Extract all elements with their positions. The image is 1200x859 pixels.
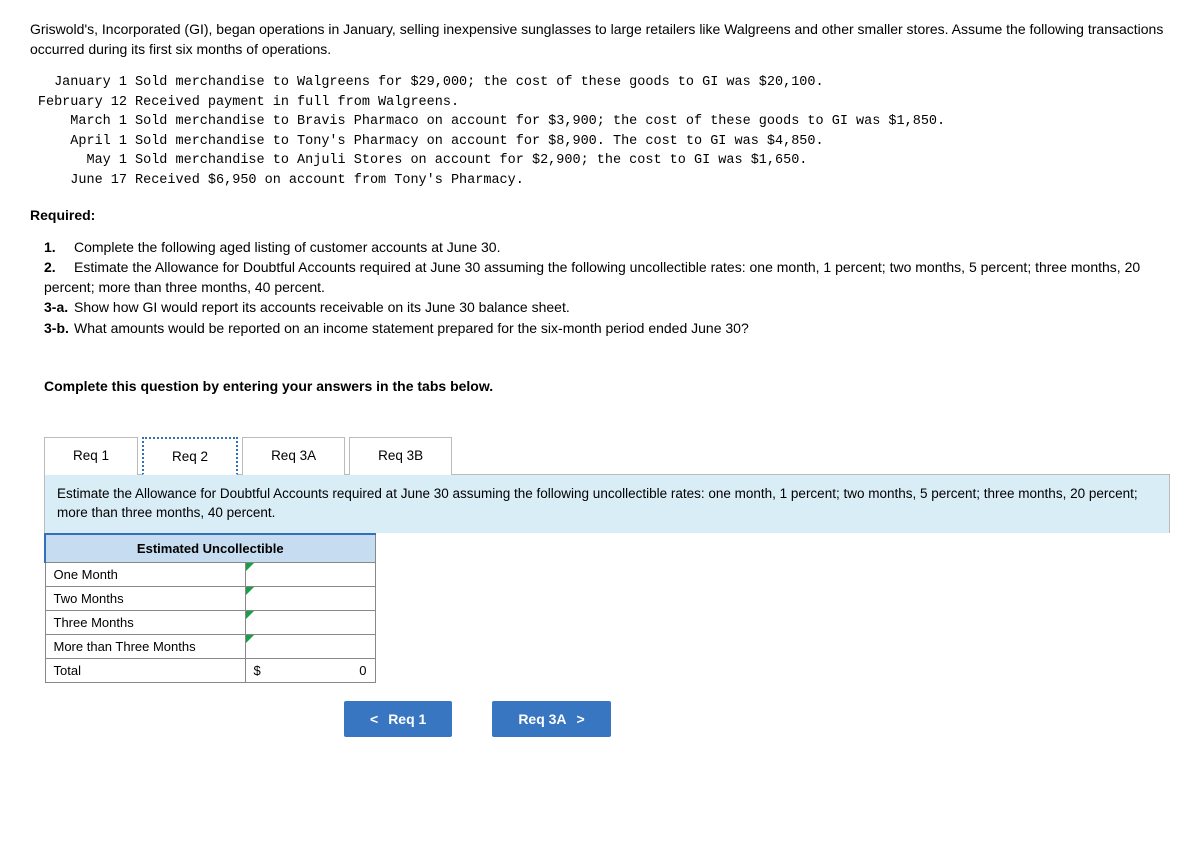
transaction-date: June 17 xyxy=(30,171,135,191)
prev-tab-button[interactable]: < Req 1 xyxy=(344,701,452,737)
tab-req-3b[interactable]: Req 3B xyxy=(349,437,452,475)
amount-input-cell[interactable] xyxy=(245,562,375,586)
transaction-row: March 1Sold merchandise to Bravis Pharma… xyxy=(30,112,1170,132)
edit-flag-icon xyxy=(246,563,254,571)
requirement-text: Estimate the Allowance for Doubtful Acco… xyxy=(44,259,1140,295)
tabs-instruction: Complete this question by entering your … xyxy=(30,378,1170,412)
tab-description: Estimate the Allowance for Doubtful Acco… xyxy=(44,475,1170,533)
amount-input-cell[interactable] xyxy=(245,586,375,610)
transaction-date: May 1 xyxy=(30,151,135,171)
transaction-date: January 1 xyxy=(30,73,135,93)
requirement-number: 3-b. xyxy=(44,318,74,338)
transaction-text: Received $6,950 on account from Tony's P… xyxy=(135,171,1170,191)
transaction-date: March 1 xyxy=(30,112,135,132)
requirement-text: Show how GI would report its accounts re… xyxy=(74,299,570,315)
transaction-date: April 1 xyxy=(30,132,135,152)
amount-input-cell[interactable] xyxy=(245,610,375,634)
chevron-left-icon: < xyxy=(370,711,378,727)
transaction-row: January 1Sold merchandise to Walgreens f… xyxy=(30,73,1170,93)
edit-flag-icon xyxy=(246,587,254,595)
requirement-item: 1.Complete the following aged listing of… xyxy=(44,237,1170,257)
next-tab-label: Req 3A xyxy=(518,711,566,727)
requirement-number: 1. xyxy=(44,237,74,257)
total-label: Total xyxy=(45,658,245,682)
requirement-text: What amounts would be reported on an inc… xyxy=(74,320,749,336)
tab-req-3a[interactable]: Req 3A xyxy=(242,437,345,475)
requirement-item: 3-a.Show how GI would report its account… xyxy=(44,297,1170,317)
row-label: Three Months xyxy=(45,610,245,634)
total-value-cell: $0 xyxy=(245,658,375,682)
transaction-text: Received payment in full from Walgreens. xyxy=(135,93,1170,113)
requirement-item: 3-b.What amounts would be reported on an… xyxy=(44,318,1170,338)
transaction-row: February 12Received payment in full from… xyxy=(30,93,1170,113)
transactions-block: January 1Sold merchandise to Walgreens f… xyxy=(30,73,1170,190)
transaction-date: February 12 xyxy=(30,93,135,113)
table-header: Estimated Uncollectible xyxy=(45,534,375,563)
requirements-list: 1.Complete the following aged listing of… xyxy=(30,237,1170,338)
row-label: Two Months xyxy=(45,586,245,610)
required-heading: Required: xyxy=(30,207,1170,223)
tab-nav-buttons: < Req 1 Req 3A > xyxy=(344,701,1170,737)
transaction-row: June 17Received $6,950 on account from T… xyxy=(30,171,1170,191)
currency-symbol: $ xyxy=(254,663,261,678)
table-row: Two Months xyxy=(45,586,375,610)
table-row: Three Months xyxy=(45,610,375,634)
total-row: Total$0 xyxy=(45,658,375,682)
transaction-text: Sold merchandise to Walgreens for $29,00… xyxy=(135,73,1170,93)
next-tab-button[interactable]: Req 3A > xyxy=(492,701,610,737)
edit-flag-icon xyxy=(246,635,254,643)
transaction-text: Sold merchandise to Tony's Pharmacy on a… xyxy=(135,132,1170,152)
amount-input-cell[interactable] xyxy=(245,634,375,658)
transaction-text: Sold merchandise to Anjuli Stores on acc… xyxy=(135,151,1170,171)
chevron-right-icon: > xyxy=(577,711,585,727)
transaction-row: May 1Sold merchandise to Anjuli Stores o… xyxy=(30,151,1170,171)
total-amount: 0 xyxy=(359,663,366,678)
tabs-bar: Req 1Req 2Req 3AReq 3B xyxy=(44,436,1170,475)
estimated-uncollectible-table: Estimated Uncollectible One MonthTwo Mon… xyxy=(44,533,376,683)
requirement-number: 2. xyxy=(44,257,74,277)
table-row: One Month xyxy=(45,562,375,586)
transaction-text: Sold merchandise to Bravis Pharmaco on a… xyxy=(135,112,1170,132)
transaction-row: April 1Sold merchandise to Tony's Pharma… xyxy=(30,132,1170,152)
edit-flag-icon xyxy=(246,611,254,619)
table-row: More than Three Months xyxy=(45,634,375,658)
tab-req-2[interactable]: Req 2 xyxy=(142,437,238,475)
prev-tab-label: Req 1 xyxy=(388,711,426,727)
problem-intro: Griswold's, Incorporated (GI), began ope… xyxy=(30,20,1170,59)
requirement-text: Complete the following aged listing of c… xyxy=(74,239,500,255)
row-label: One Month xyxy=(45,562,245,586)
requirement-number: 3-a. xyxy=(44,297,74,317)
tab-req-1[interactable]: Req 1 xyxy=(44,437,138,475)
requirement-item: 2.Estimate the Allowance for Doubtful Ac… xyxy=(44,257,1170,298)
row-label: More than Three Months xyxy=(45,634,245,658)
